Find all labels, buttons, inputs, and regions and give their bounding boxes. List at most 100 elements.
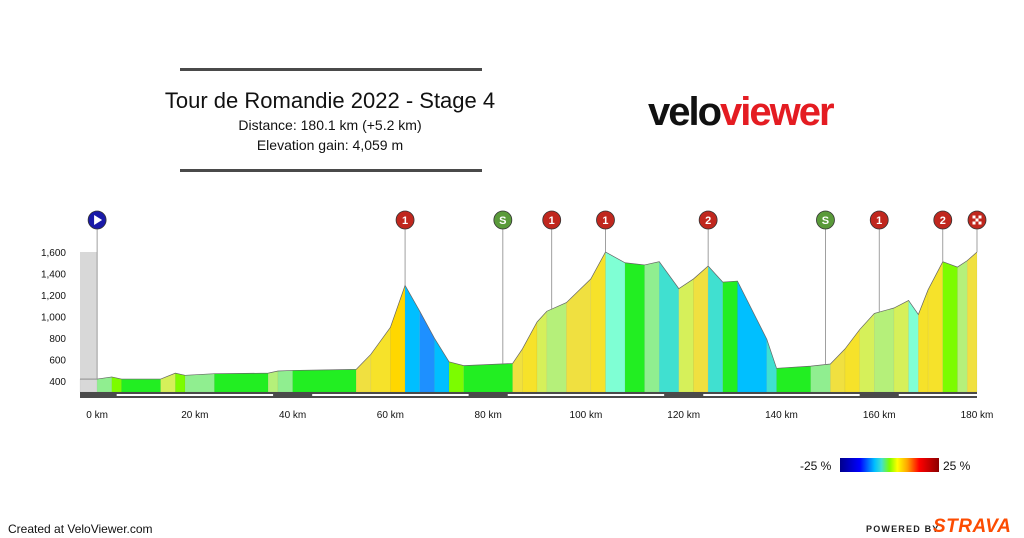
profile-segment (927, 261, 944, 393)
logo-part-velo: velo (648, 90, 722, 134)
marker-label: 1 (402, 215, 408, 227)
sprint-marker (493, 210, 513, 230)
logo-part-viewer: viewer (720, 90, 835, 134)
x-tick-label: 20 km (181, 410, 208, 421)
y-tick-label: 1,400 (41, 270, 66, 281)
y-tick-label: 1,600 (41, 248, 66, 259)
profile-segment (546, 302, 567, 393)
climb-marker (395, 210, 415, 230)
profile-segment (404, 284, 420, 393)
x-tick-label: 120 km (667, 410, 700, 421)
base-dash (703, 394, 860, 396)
powered-by-label: POWERED BY (866, 524, 940, 534)
profile-segment (859, 312, 875, 393)
marker-label: 2 (940, 215, 946, 227)
profile-segment (893, 300, 909, 393)
marker-label: 2 (705, 215, 711, 227)
profile-segment (355, 353, 372, 393)
profile-segment (678, 278, 694, 393)
profile-segment (957, 260, 968, 393)
profile-segment (175, 372, 186, 393)
checkered-flag-icon (978, 221, 982, 225)
profile-segment (184, 373, 215, 393)
x-tick-label: 140 km (765, 410, 798, 421)
profile-segment (434, 337, 450, 393)
profile-segment (966, 251, 978, 393)
sprint-marker (816, 210, 835, 230)
profile-segment (79, 378, 98, 393)
profile-segment (874, 307, 895, 393)
profile-segment (111, 376, 122, 393)
profile-segment (644, 261, 660, 393)
base-dash (898, 394, 1024, 396)
profile-segment (737, 280, 768, 393)
profile-segment (277, 370, 293, 393)
base-dash (312, 394, 469, 396)
checkered-flag-icon (975, 218, 979, 222)
climb-marker (933, 210, 953, 230)
profile-segment (693, 265, 709, 393)
base-dash (116, 394, 274, 396)
y-tick-label: 1,000 (41, 313, 66, 324)
profile-segment (96, 376, 113, 393)
marker-label: S (499, 215, 506, 227)
climb-marker (542, 210, 562, 230)
climb-marker (596, 210, 615, 230)
marker-label: 1 (602, 215, 608, 227)
marker-label: 1 (876, 215, 882, 227)
play-icon (94, 215, 103, 225)
profile-segment (267, 370, 279, 393)
title-bottom-rule (180, 169, 482, 172)
x-tick-label: 0 km (86, 410, 108, 421)
elevation-label: Elevation gain: 4,059 m (256, 137, 404, 153)
checkered-flag-icon (972, 215, 976, 219)
profile-segment (419, 311, 435, 393)
checkered-flag-icon (972, 221, 976, 225)
x-tick-label: 80 km (475, 410, 502, 421)
profile-segment (776, 365, 812, 393)
profile-segment (121, 378, 161, 393)
veloviewer-logo[interactable]: veloviewer (648, 90, 835, 135)
profile-segment (918, 289, 929, 393)
profile-segment (707, 265, 724, 393)
chart-title: Tour de Romandie 2022 - Stage 4 (164, 88, 496, 113)
profile-segment (448, 361, 464, 393)
profile-segment (590, 251, 606, 393)
x-tick-label: 60 km (377, 410, 404, 421)
profile-segment (522, 321, 538, 393)
legend-min-label: -25 % (800, 459, 832, 473)
profile-segment (659, 260, 680, 393)
strava-logo[interactable]: STRAVA (933, 516, 1012, 537)
gradient-legend-bar (840, 458, 939, 472)
profile-segment (566, 278, 592, 393)
profile-segment (722, 280, 738, 393)
profile-segment (810, 363, 831, 393)
profile-segment (536, 310, 548, 393)
profile-segment (292, 369, 357, 393)
climb-marker (698, 210, 718, 230)
profile-segment (624, 262, 645, 393)
pre-start-area (80, 252, 98, 392)
checkered-flag-icon (978, 215, 982, 219)
y-tick-label: 600 (49, 356, 66, 367)
profile-segment (214, 372, 269, 393)
distance-label: Distance: 180.1 km (+5.2 km) (238, 117, 422, 133)
x-tick-label: 100 km (570, 410, 603, 421)
marker-label: 1 (549, 215, 555, 227)
profile-segment (908, 299, 919, 393)
marker-label: S (822, 215, 829, 227)
legend-max-label: 25 % (943, 459, 971, 473)
profile-segment (370, 326, 391, 393)
base-dash (507, 394, 665, 396)
profile-segment (512, 348, 523, 393)
y-tick-label: 400 (49, 377, 66, 388)
x-tick-label: 40 km (279, 410, 306, 421)
profile-segment (830, 348, 846, 393)
y-tick-label: 800 (49, 334, 66, 345)
profile-segment (390, 285, 406, 393)
x-tick-label: 160 km (863, 410, 896, 421)
y-tick-label: 1,200 (41, 291, 66, 302)
created-at-link[interactable]: Created at VeloViewer.com (8, 522, 153, 536)
climb-marker (869, 210, 889, 230)
title-top-rule (180, 68, 482, 71)
